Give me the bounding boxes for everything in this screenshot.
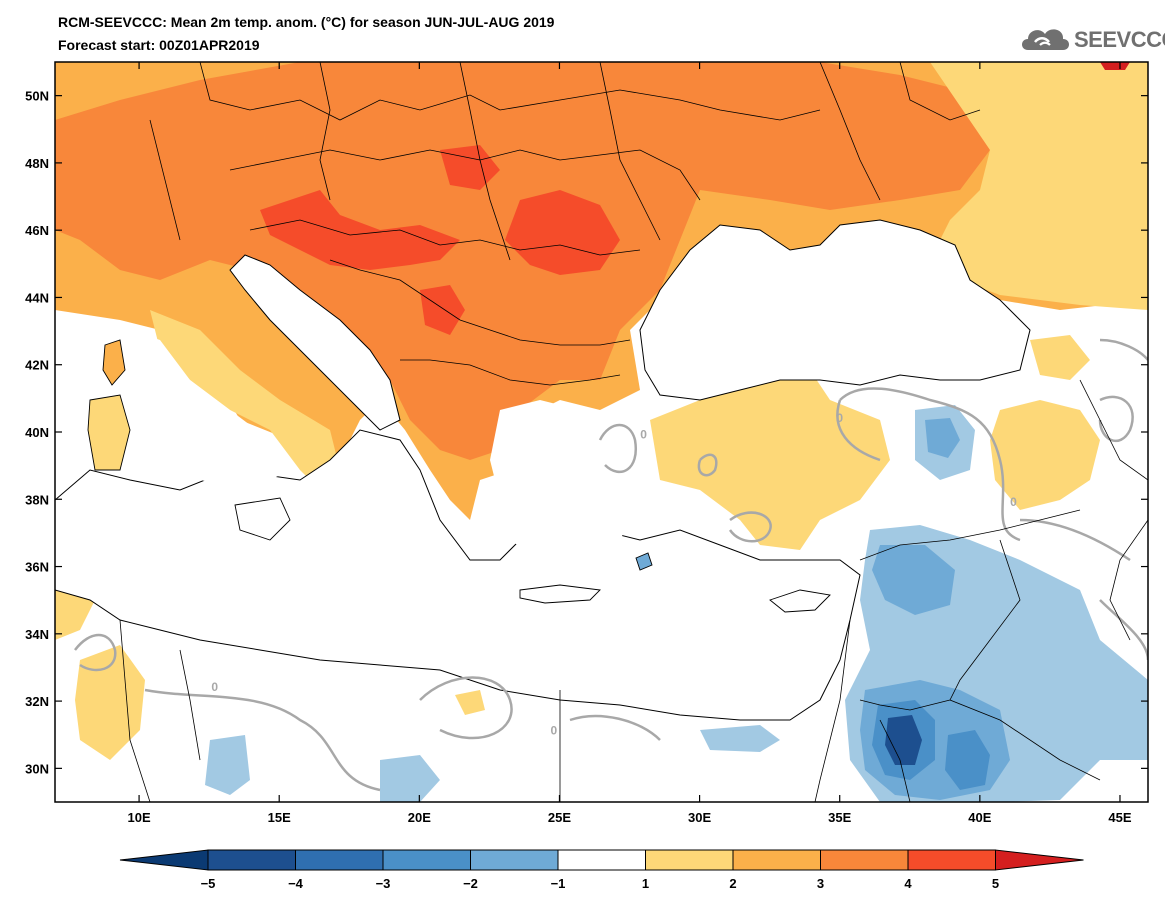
anomaly-region-m2-m3-turkey-east bbox=[925, 418, 960, 458]
anomaly-region-1-2-libya-small bbox=[455, 690, 485, 715]
anomaly-region-1-2-anatolia bbox=[650, 370, 890, 550]
latitude-axis: 30N 32N 34N 36N 38N 40N 42N 44N 46N 48N 50N bbox=[25, 89, 1148, 776]
mediterranean-sea bbox=[55, 429, 861, 721]
lon-tick-label-7: 45E bbox=[1108, 810, 1131, 825]
lon-tick-label-4: 30E bbox=[688, 810, 711, 825]
black-sea bbox=[639, 219, 1031, 401]
colorbar-segment-6 bbox=[732, 849, 821, 871]
colorbar-label-5: 1 bbox=[642, 876, 649, 891]
sardinia-outline bbox=[87, 394, 131, 471]
sicily-outline bbox=[234, 497, 291, 541]
cyprus-island bbox=[769, 589, 831, 613]
anomaly-region-over-5 bbox=[1100, 62, 1130, 70]
map-field bbox=[55, 62, 1148, 802]
colorbar-segment-4 bbox=[557, 849, 646, 871]
colorbar-label-4: −1 bbox=[551, 876, 566, 891]
colorbar-label-9: 5 bbox=[992, 876, 999, 891]
tyrrhenian-sea bbox=[130, 330, 290, 490]
lon-tick-label-1: 15E bbox=[268, 810, 291, 825]
map-title: RCM-SEEVCCC: Mean 2m temp. anom. (°C) fo… bbox=[58, 14, 555, 30]
colorbar-segment-1 bbox=[295, 849, 384, 871]
anomaly-region-4-5-balkans bbox=[260, 190, 460, 270]
lat-tick-label-10: 50N bbox=[25, 89, 49, 104]
islands bbox=[87, 339, 831, 613]
colorbar-label-0: −5 bbox=[201, 876, 216, 891]
contour-labels: 0 0 0 0 0 bbox=[211, 411, 1017, 738]
anomaly-region-m1-m2-egypt bbox=[700, 725, 780, 752]
colorbar-segment-0 bbox=[207, 849, 296, 871]
colorbar-segment-5 bbox=[645, 849, 734, 871]
lat-tick-label-0: 30N bbox=[25, 761, 49, 776]
anomaly-region-m4-m5-jordan bbox=[885, 715, 922, 765]
country-borders bbox=[119, 62, 1148, 802]
colorbar-segment-7 bbox=[820, 849, 909, 871]
anomaly-region-1-2-east-turkey bbox=[990, 400, 1100, 510]
anomaly-region-m1-m2-libya bbox=[205, 735, 250, 795]
contour-label-0: 0 bbox=[211, 680, 218, 694]
anomaly-region-m2-m3-syria bbox=[872, 545, 955, 615]
anomaly-region-1-2-sardinia bbox=[88, 395, 130, 470]
lat-tick-label-8: 46N bbox=[25, 223, 49, 238]
lat-tick-label-6: 42N bbox=[25, 358, 49, 373]
contour-label-4: 0 bbox=[1010, 495, 1017, 509]
lat-tick-label-7: 44N bbox=[25, 290, 49, 305]
lat-tick-label-9: 48N bbox=[25, 156, 49, 171]
lon-tick-label-6: 40E bbox=[968, 810, 991, 825]
rhodes-island bbox=[635, 552, 653, 571]
lat-tick-label-5: 40N bbox=[25, 425, 49, 440]
contour-label-3: 0 bbox=[640, 428, 647, 442]
cloud-icon bbox=[1022, 29, 1069, 50]
contour-label-1: 0 bbox=[551, 724, 558, 738]
contour-label-2: 0 bbox=[836, 411, 843, 425]
colorbar-label-3: −2 bbox=[463, 876, 478, 891]
lon-tick-label-5: 35E bbox=[828, 810, 851, 825]
colorbar-over-triangle bbox=[995, 849, 1084, 871]
seevccc-logo: SEEVCCC bbox=[1018, 22, 1165, 56]
zero-contours bbox=[74, 338, 1148, 792]
corsica-island bbox=[102, 339, 126, 386]
aegean-sea bbox=[490, 400, 640, 560]
anomaly-region-4-5-serbia bbox=[420, 285, 465, 335]
anomaly-region-1-2-italy bbox=[150, 310, 340, 490]
anomaly-region-3-4-north bbox=[55, 62, 990, 460]
lon-tick-label-2: 20E bbox=[408, 810, 431, 825]
anomaly-region-m3-m4-saudi bbox=[945, 730, 990, 790]
lat-tick-label-2: 34N bbox=[25, 627, 49, 642]
lat-tick-label-4: 38N bbox=[25, 492, 49, 507]
colorbar-label-8: 4 bbox=[904, 876, 912, 891]
colorbar: −5 −4 −3 −2 −1 1 2 3 4 5 bbox=[119, 849, 1084, 891]
colorbar-label-6: 2 bbox=[729, 876, 736, 891]
forecast-start-label: Forecast start: 00Z01APR2019 bbox=[58, 37, 260, 53]
colorbar-under-triangle bbox=[119, 849, 209, 871]
anomaly-region-4-5-romania bbox=[505, 190, 620, 275]
colorbar-label-1: −4 bbox=[288, 876, 304, 891]
lon-tick-label-3: 25E bbox=[548, 810, 571, 825]
anomaly-region-1-2-ukraine-east bbox=[930, 62, 1148, 310]
colorbar-segment-3 bbox=[470, 849, 559, 871]
adriatic-sea bbox=[229, 254, 401, 431]
longitude-axis: 10E 15E 20E 25E 30E 35E 40E 45E bbox=[128, 62, 1132, 825]
anomaly-region-1-2-caucasus bbox=[1030, 335, 1090, 380]
anomaly-region-1-2-libya-west bbox=[75, 645, 145, 760]
colorbar-label-7: 3 bbox=[817, 876, 824, 891]
colorbar-segment-8 bbox=[907, 849, 996, 871]
crete-island bbox=[519, 584, 601, 604]
lat-tick-label-3: 36N bbox=[25, 560, 49, 575]
lon-tick-label-0: 10E bbox=[128, 810, 151, 825]
lat-tick-label-1: 32N bbox=[25, 694, 49, 709]
colorbar-segment-2 bbox=[382, 849, 471, 871]
colorbar-label-2: −3 bbox=[376, 876, 391, 891]
anomaly-region-m1-m2-cyrenaica bbox=[380, 755, 440, 802]
logo-text: SEEVCCC bbox=[1074, 27, 1165, 52]
